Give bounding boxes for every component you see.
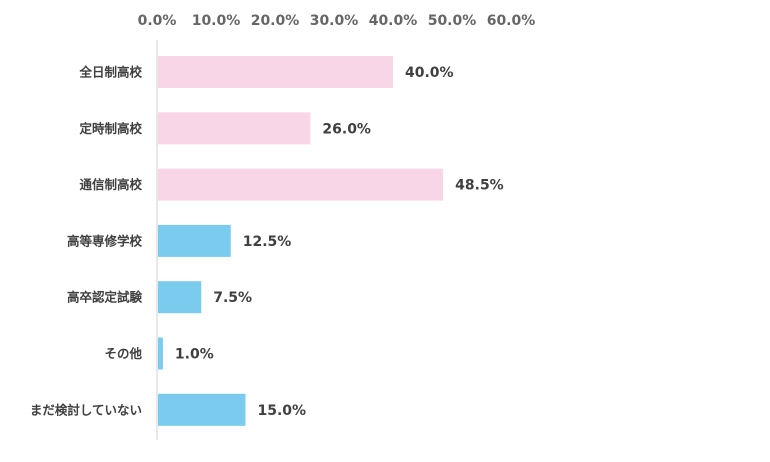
category-label: 高等専修学校 (67, 233, 143, 248)
data-label: 26.0% (322, 121, 371, 137)
data-label: 48.5% (455, 178, 504, 194)
category-label: 全日制高校 (78, 65, 142, 80)
bar (158, 224, 231, 257)
x-tick-label: 10.0% (192, 13, 241, 29)
x-tick-label: 40.0% (369, 13, 418, 29)
data-labels: 40.0% 26.0% 48.5% 12.5% 7.5% 1.0% 15.0% (175, 65, 504, 419)
bar (158, 337, 163, 370)
bar (158, 56, 393, 88)
data-label: 40.0% (405, 65, 454, 81)
x-axis-ticks: 0.0% 10.0% 20.0% 30.0% 40.0% 50.0% 60.0% (138, 13, 536, 29)
category-label: 定時制高校 (78, 121, 142, 136)
x-tick-label: 20.0% (251, 13, 300, 29)
category-label: その他 (104, 346, 142, 361)
bar (158, 281, 202, 314)
data-label: 7.5% (213, 290, 252, 306)
x-tick-label: 60.0% (487, 13, 536, 29)
bar (158, 168, 444, 201)
category-label: まだ検討していない (30, 402, 142, 417)
data-label: 15.0% (258, 403, 307, 419)
category-label: 通信制高校 (79, 177, 142, 192)
bar (158, 112, 311, 145)
category-label: 高卒認定試験 (67, 290, 143, 305)
data-label: 12.5% (243, 234, 292, 250)
x-tick-label: 30.0% (310, 13, 359, 29)
bars (158, 56, 444, 426)
bar (158, 393, 246, 426)
data-label: 1.0% (175, 347, 214, 363)
x-tick-label: 50.0% (428, 13, 477, 29)
x-tick-label: 0.0% (138, 13, 177, 29)
